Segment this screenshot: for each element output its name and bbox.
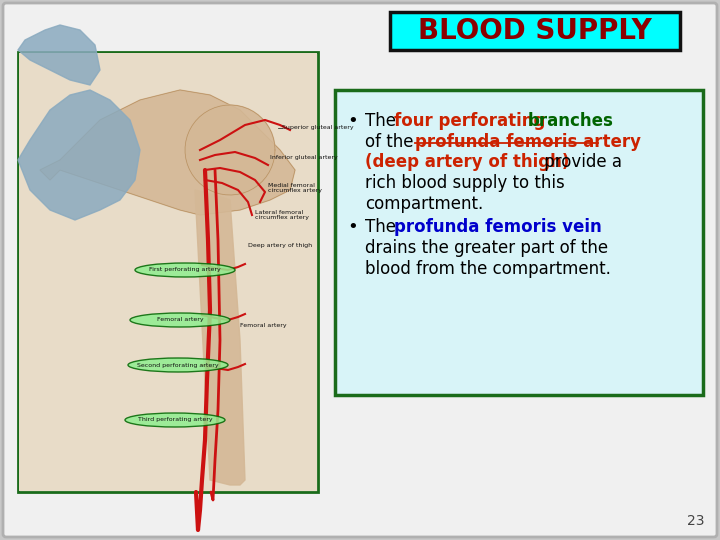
Text: The: The — [365, 218, 401, 237]
Text: BLOOD SUPPLY: BLOOD SUPPLY — [418, 17, 652, 45]
Text: Superior gluteal artery: Superior gluteal artery — [282, 125, 354, 131]
FancyBboxPatch shape — [390, 12, 680, 50]
Ellipse shape — [130, 313, 230, 327]
Text: four perforating: four perforating — [394, 112, 545, 130]
Text: profunda femoris vein: profunda femoris vein — [394, 218, 601, 237]
Text: branches: branches — [528, 112, 613, 130]
Text: 23: 23 — [688, 514, 705, 528]
Text: Inferior gluteal artery: Inferior gluteal artery — [270, 154, 338, 159]
Ellipse shape — [135, 263, 235, 277]
Ellipse shape — [125, 413, 225, 427]
Text: Femoral artery: Femoral artery — [240, 322, 287, 327]
Polygon shape — [18, 25, 100, 85]
FancyBboxPatch shape — [3, 3, 717, 537]
Text: Femoral artery: Femoral artery — [157, 318, 203, 322]
Text: •: • — [347, 112, 358, 130]
Ellipse shape — [128, 358, 228, 372]
FancyBboxPatch shape — [19, 53, 317, 491]
Polygon shape — [185, 105, 275, 195]
Text: Third perforating artery: Third perforating artery — [138, 417, 212, 422]
Text: compartment.: compartment. — [365, 194, 483, 213]
Text: Medial femoral
circumflex artery: Medial femoral circumflex artery — [268, 183, 322, 193]
Polygon shape — [18, 90, 140, 220]
Text: Lateral femoral
circumflex artery: Lateral femoral circumflex artery — [255, 210, 309, 220]
Text: First perforating artery: First perforating artery — [149, 267, 221, 273]
Polygon shape — [195, 190, 245, 485]
Text: drains the greater part of the: drains the greater part of the — [365, 239, 608, 257]
Text: Deep artery of thigh: Deep artery of thigh — [248, 242, 312, 247]
Text: blood from the compartment.: blood from the compartment. — [365, 260, 611, 278]
Text: The: The — [365, 112, 401, 130]
FancyBboxPatch shape — [335, 90, 703, 395]
FancyBboxPatch shape — [18, 52, 318, 492]
Text: (deep artery of thigh): (deep artery of thigh) — [365, 153, 570, 171]
Text: of the: of the — [365, 133, 419, 151]
Text: rich blood supply to this: rich blood supply to this — [365, 174, 564, 192]
Polygon shape — [40, 90, 295, 215]
Text: Second perforating artery: Second perforating artery — [138, 362, 219, 368]
Text: provide a: provide a — [539, 153, 622, 171]
Text: •: • — [347, 218, 358, 237]
Text: profunda femoris artery: profunda femoris artery — [415, 133, 642, 151]
